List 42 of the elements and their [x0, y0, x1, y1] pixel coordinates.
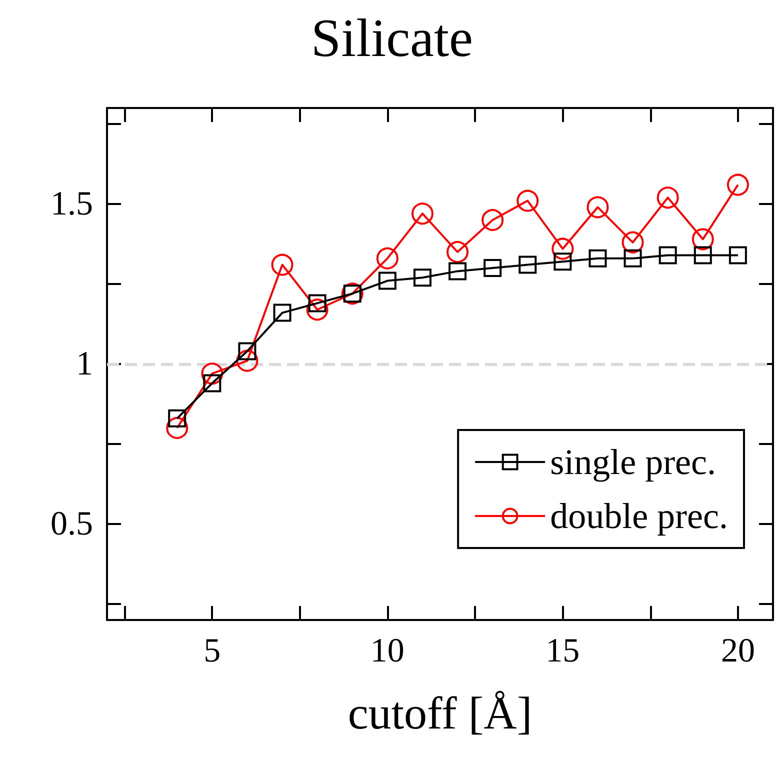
point: [238, 342, 256, 360]
chart-title: Silicate: [311, 8, 473, 68]
point: [484, 259, 502, 277]
point: [554, 252, 572, 271]
point: [273, 304, 292, 322]
point: [692, 228, 714, 250]
point: [694, 246, 712, 264]
point: [622, 231, 644, 254]
x-tick-label: 15: [546, 632, 580, 670]
point: [168, 409, 186, 428]
point: [166, 417, 188, 439]
point: [726, 174, 749, 196]
point: [378, 272, 396, 290]
point: [376, 247, 398, 270]
point: [518, 256, 537, 274]
point: [656, 186, 679, 209]
point: [203, 374, 222, 392]
point: [271, 254, 294, 276]
point: [586, 196, 609, 218]
point: [448, 262, 467, 280]
x-axis-title: cutoff [Å]: [348, 688, 532, 738]
point: [306, 298, 328, 321]
x-tick-label: 5: [204, 632, 221, 670]
x-tick-label: 10: [370, 632, 404, 670]
y-tick-label: 1.5: [50, 186, 93, 222]
point: [728, 246, 747, 264]
point: [411, 202, 434, 225]
legend-label: double prec.: [550, 496, 728, 536]
point: [588, 249, 607, 268]
y-tick-label: 0.5: [50, 506, 93, 542]
point: [658, 246, 677, 264]
legend-label: single prec.: [550, 442, 716, 482]
point: [624, 249, 642, 268]
point: [516, 190, 539, 212]
point: [552, 238, 574, 260]
point: [446, 241, 469, 263]
point: [236, 350, 258, 372]
point: [201, 362, 224, 385]
point: [413, 268, 432, 287]
point: [482, 209, 504, 231]
y-tick-label: 1: [76, 346, 93, 382]
x-tick-label: 20: [720, 632, 755, 670]
